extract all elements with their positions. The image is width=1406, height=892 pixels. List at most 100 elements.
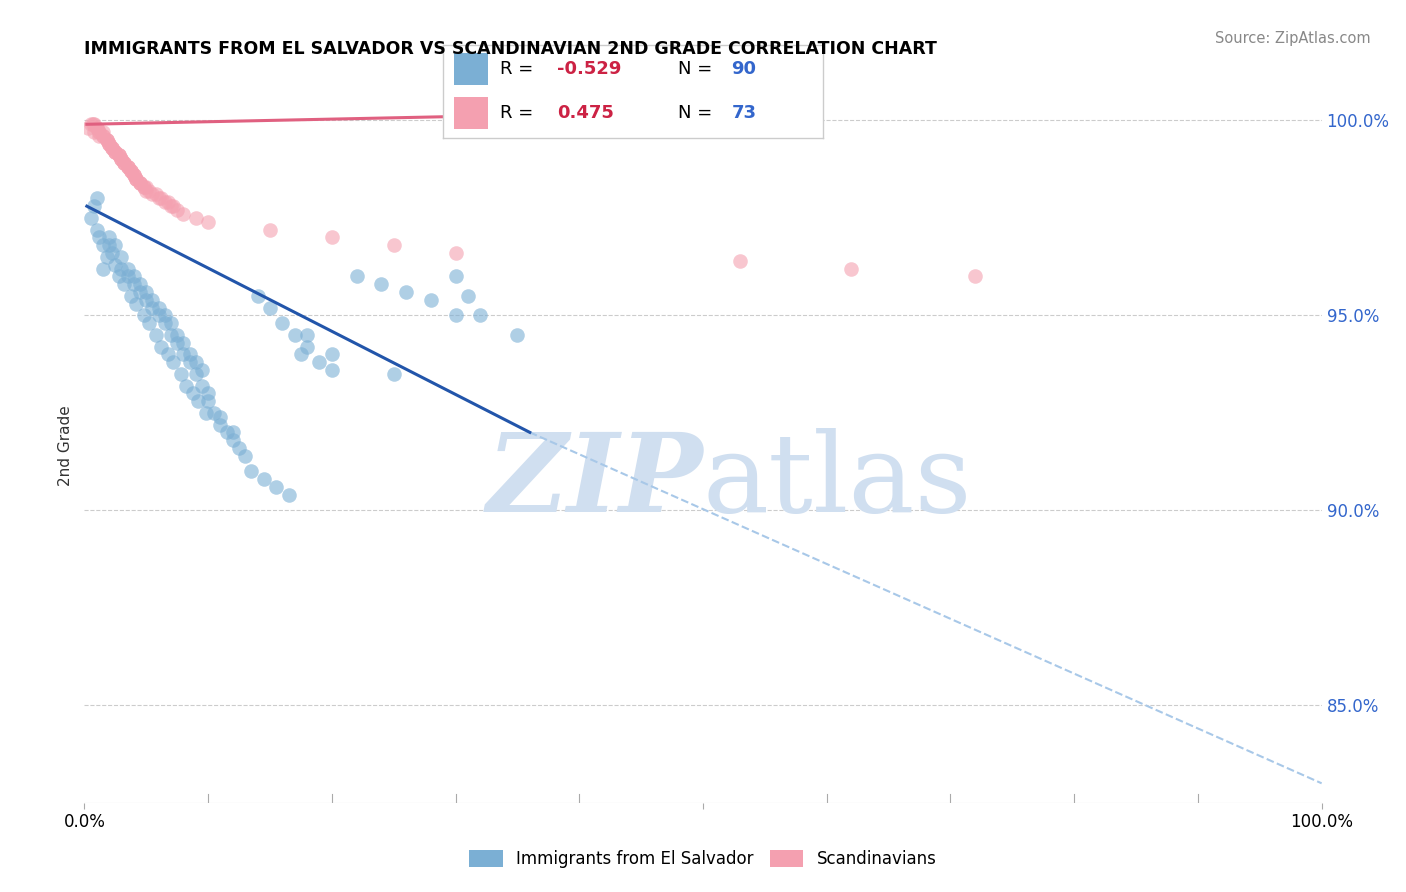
Point xyxy=(120,164,142,178)
Point xyxy=(120,164,142,178)
Point xyxy=(122,168,145,182)
Text: 73: 73 xyxy=(731,104,756,122)
Point xyxy=(172,335,194,350)
Point xyxy=(132,309,155,323)
Point xyxy=(148,309,170,323)
Point xyxy=(148,191,170,205)
Text: 90: 90 xyxy=(731,60,756,78)
Point xyxy=(259,301,281,315)
Point xyxy=(138,184,160,198)
Point xyxy=(100,141,122,155)
Point xyxy=(108,148,131,162)
Point xyxy=(125,172,148,186)
Point xyxy=(290,347,312,361)
Point xyxy=(135,293,157,307)
Point xyxy=(83,199,105,213)
Point xyxy=(96,133,118,147)
Point xyxy=(91,238,114,252)
Point xyxy=(132,179,155,194)
Point xyxy=(295,327,318,342)
Point xyxy=(395,285,418,299)
Point xyxy=(179,347,201,361)
Point xyxy=(110,250,132,264)
Point xyxy=(153,309,176,323)
Point xyxy=(166,335,188,350)
Point xyxy=(100,246,122,260)
Point xyxy=(125,172,148,186)
Point xyxy=(184,355,207,369)
Point xyxy=(197,215,219,229)
Point xyxy=(145,327,167,342)
Point xyxy=(166,327,188,342)
Point xyxy=(89,128,111,143)
Point xyxy=(172,347,194,361)
Point xyxy=(170,367,193,381)
Point xyxy=(96,133,118,147)
Point xyxy=(162,355,184,369)
Point xyxy=(82,117,104,131)
Point xyxy=(98,136,121,151)
Point xyxy=(157,347,180,361)
Point xyxy=(83,125,105,139)
Point xyxy=(112,156,135,170)
Point xyxy=(148,301,170,315)
Point xyxy=(259,222,281,236)
Point xyxy=(419,293,441,307)
Point xyxy=(162,199,184,213)
Point xyxy=(141,187,163,202)
Point xyxy=(187,394,209,409)
Point xyxy=(506,327,529,342)
Point xyxy=(129,277,152,292)
Point xyxy=(86,191,108,205)
Point xyxy=(89,230,111,244)
Point xyxy=(91,128,114,143)
Point xyxy=(222,433,245,447)
Point xyxy=(77,121,100,136)
Point xyxy=(117,160,139,174)
Point xyxy=(308,355,330,369)
Point xyxy=(166,203,188,218)
Point xyxy=(129,176,152,190)
Point xyxy=(321,230,343,244)
Point xyxy=(284,327,307,342)
Point xyxy=(444,309,467,323)
Point xyxy=(125,296,148,310)
Text: R =: R = xyxy=(501,60,538,78)
Point xyxy=(141,301,163,315)
Point xyxy=(228,441,250,455)
Point xyxy=(104,238,127,252)
Point xyxy=(470,309,492,323)
Point xyxy=(253,472,276,486)
Point xyxy=(86,121,108,136)
Point xyxy=(141,293,163,307)
Point xyxy=(79,211,101,225)
Point xyxy=(122,168,145,182)
Point xyxy=(160,327,183,342)
Point xyxy=(104,145,127,159)
Point xyxy=(215,425,238,440)
Point xyxy=(112,277,135,292)
Point xyxy=(181,386,204,401)
Point xyxy=(120,164,142,178)
Point xyxy=(98,136,121,151)
Point xyxy=(135,184,157,198)
Point xyxy=(222,425,245,440)
Point xyxy=(122,168,145,182)
Point xyxy=(104,145,127,159)
Point xyxy=(346,269,368,284)
Point xyxy=(209,409,232,424)
Point xyxy=(191,378,214,392)
Point xyxy=(444,269,467,284)
Text: Source: ZipAtlas.com: Source: ZipAtlas.com xyxy=(1215,31,1371,46)
Text: R =: R = xyxy=(501,104,538,122)
Point xyxy=(271,316,294,330)
Text: N =: N = xyxy=(678,104,718,122)
Point xyxy=(841,261,863,276)
Point xyxy=(194,406,217,420)
Point xyxy=(197,394,219,409)
Point xyxy=(89,125,111,139)
Point xyxy=(965,269,987,284)
Text: -0.529: -0.529 xyxy=(557,60,621,78)
Point xyxy=(89,125,111,139)
Point xyxy=(100,141,122,155)
